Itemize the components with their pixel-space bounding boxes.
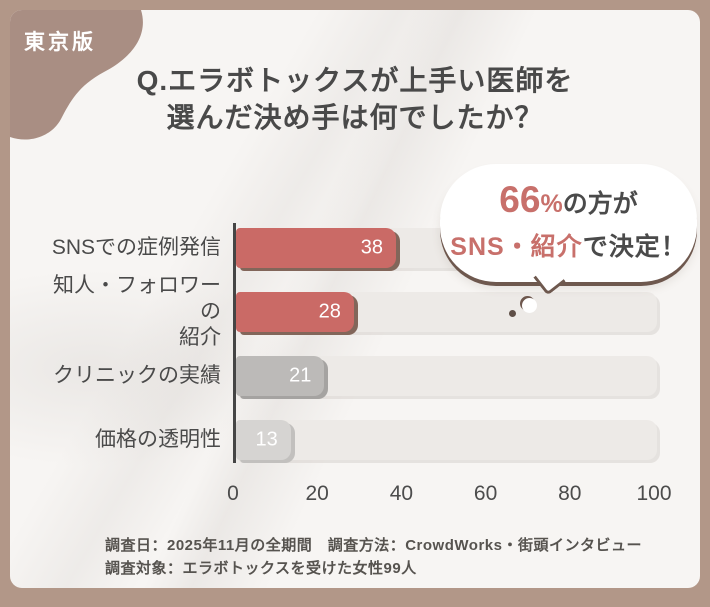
callout-line-2: SNS・紹介で決定！ [440,227,697,263]
x-tick-label: 100 [636,482,672,505]
bar-fill: 13 [236,420,291,460]
bubble-dot-large [522,298,537,313]
bar-value-label: 13 [255,428,278,451]
bubble-dot-small [509,310,516,317]
survey-note-line-2: 調査対象：エラボトックスを受けた女性99人 [105,560,417,577]
bar-zone: 28 [236,292,657,332]
bar-rows: SNSでの症例発信 38 知人・フォロワーの 紹介 28 クリニックの実績 21 価格の透明性… [38,228,670,460]
category-label: SNSでの症例発信 [51,236,221,259]
callout-highlight: SNS・紹介 [450,233,583,261]
bar-zone: 13 [236,420,657,460]
category-label: 知人・フォロワーの 紹介 [53,274,221,349]
chart-row: クリニックの実績 21 [38,356,670,396]
bar-value-label: 38 [360,236,383,259]
callout-line-1: 66%の方が [440,179,697,221]
page-title: Q.エラボトックスが上手い医師を 選んだ決め手は何でしたか？ [10,62,700,136]
callout-bubble: 66%の方が SNS・紹介で決定！ [440,164,697,282]
x-tick-label: 40 [389,482,414,505]
bar-zone: 21 [236,356,657,396]
bar-value-label: 21 [289,364,312,387]
chart-row: 知人・フォロワーの 紹介 28 [38,274,670,349]
x-tick-label: 0 [227,482,239,505]
y-axis-line [233,223,236,463]
corner-blob-shape [10,10,143,140]
edition-badge: 東京版 [24,31,96,54]
x-axis-ticks: 0 20 40 60 80 100 [10,482,700,508]
callout-percentage: 66 [499,179,541,220]
callout-line1-rest: の方が [562,190,638,218]
title-line-2: 選んだ決め手は何でしたか？ [166,102,544,133]
category-label: クリニックの実績 [53,364,221,387]
x-tick-label: 20 [305,482,329,505]
infographic-card: 東京版 Q.エラボトックスが上手い医師を 選んだ決め手は何でしたか？ SNSでの… [10,10,700,588]
bar-fill: 38 [236,228,396,268]
bar-chart: SNSでの症例発信 38 知人・フォロワーの 紹介 28 クリニックの実績 21 価格の透明性… [38,223,670,463]
bar-fill: 21 [236,356,325,396]
chart-row: 価格の透明性 13 [38,420,670,460]
x-tick-label: 60 [473,482,498,505]
callout-line2-rest: で決定！ [582,233,687,261]
bar-fill: 28 [236,292,354,332]
x-tick-label: 80 [558,482,582,505]
category-label: 価格の透明性 [95,428,221,451]
bar-track [236,420,657,460]
title-line-1: Q.エラボトックスが上手い医師を [136,65,574,96]
percent-sign: % [540,190,563,218]
bar-value-label: 28 [318,300,341,323]
survey-notes: 調査日：2025年11月の全期間 調査方法：CrowdWorks・街頭インタビュ… [105,534,642,580]
survey-note-line-1: 調査日：2025年11月の全期間 調査方法：CrowdWorks・街頭インタビュ… [105,537,642,554]
